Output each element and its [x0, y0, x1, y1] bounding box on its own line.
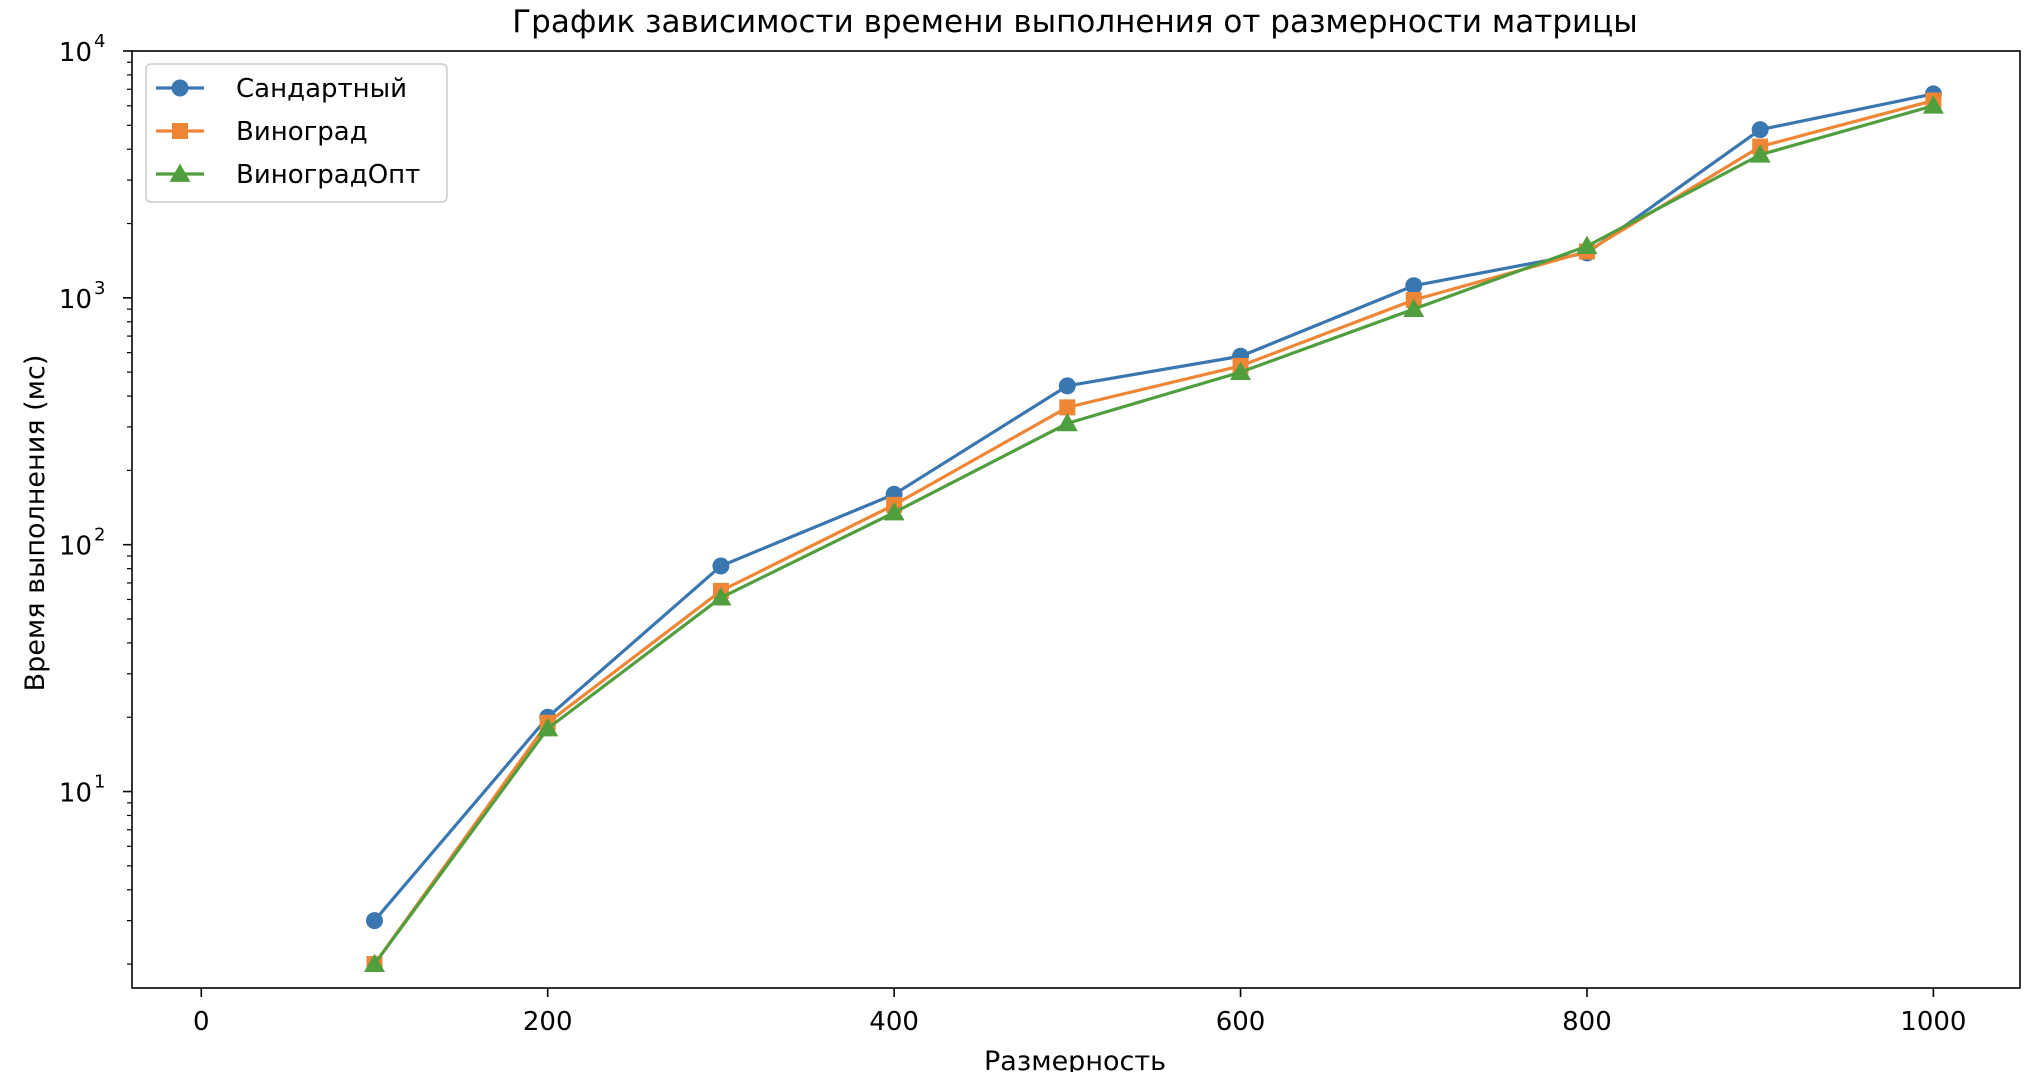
legend-label: Сандартный — [236, 74, 407, 104]
y-tick-base: 10 — [59, 38, 92, 68]
plot-area-frame — [131, 50, 2021, 989]
x-axis-label: Размерность — [984, 1046, 1166, 1072]
x-tick-label: 600 — [1216, 1007, 1266, 1037]
x-tick-label: 0 — [193, 1007, 210, 1037]
data-point — [1922, 95, 1944, 114]
x-tick-label: 1000 — [1900, 1007, 1966, 1037]
y-tick-label: 10 — [59, 779, 92, 809]
legend-label: Виноград — [236, 117, 368, 147]
data-point — [712, 557, 730, 575]
data-point — [1056, 412, 1078, 432]
data-point — [1749, 144, 1771, 163]
y-tick-exponent: 2 — [94, 525, 105, 546]
data-point — [1058, 377, 1076, 395]
x-tick-label: 800 — [1562, 1007, 1612, 1037]
data-point — [1405, 277, 1423, 295]
y-tick-exponent: 3 — [94, 278, 105, 299]
series-line — [373, 104, 1934, 966]
chart-title: График зависимости времени выполнения от… — [512, 4, 1638, 40]
legend-marker — [171, 79, 189, 97]
data-series — [363, 85, 1944, 973]
y-tick-label: 10 — [59, 532, 92, 562]
legend-marker — [172, 123, 188, 139]
data-point — [365, 912, 383, 930]
y-axis-label: Время выполнения (мс) — [20, 355, 51, 692]
legend-entry: Сандартный — [156, 74, 407, 104]
x-axis-ticks: 0 200 400 600 800 1000 — [193, 988, 1966, 1037]
legend-entry: Виноград — [156, 117, 368, 147]
legend-label: ВиноградОпт — [236, 160, 420, 190]
legend-box — [145, 63, 448, 203]
y-tick-base: 10 — [59, 779, 92, 809]
data-point — [1230, 361, 1252, 381]
legend: Сандартный Виноград ВиноградОпт — [145, 63, 448, 203]
y-tick-exponent: 4 — [94, 31, 105, 52]
x-tick-label: 400 — [869, 1007, 919, 1037]
series-group — [363, 95, 1944, 972]
data-point — [363, 953, 385, 972]
legend-entry: ВиноградОпт — [156, 160, 420, 190]
legend-marker — [169, 163, 191, 182]
y-tick-label: 10 — [59, 285, 92, 315]
data-point — [1751, 121, 1769, 139]
x-tick-label: 200 — [523, 1007, 573, 1037]
data-point — [537, 718, 559, 737]
y-tick-label: 10 — [59, 38, 92, 68]
data-point — [1059, 399, 1076, 416]
data-point — [710, 587, 732, 606]
data-point — [883, 502, 905, 521]
data-point — [1403, 298, 1425, 318]
series-line — [373, 92, 1934, 922]
y-tick-exponent: 1 — [94, 772, 105, 793]
y-tick-base: 10 — [59, 285, 92, 315]
y-tick-base: 10 — [59, 532, 92, 562]
data-point — [1576, 235, 1598, 255]
